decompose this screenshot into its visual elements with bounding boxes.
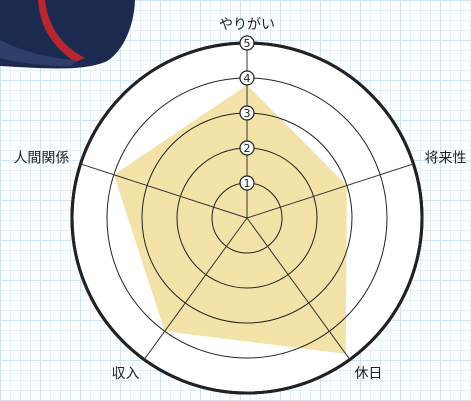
tick-label: 1 [244, 177, 251, 190]
data-area [113, 85, 347, 354]
spoke [246, 217, 351, 360]
axis-label: 人間関係 [13, 150, 69, 166]
tick-badge [239, 140, 255, 156]
tick-badge [239, 175, 255, 191]
spoke [80, 163, 248, 219]
axis-label: 収入 [112, 366, 140, 382]
axis-label: やりがい [219, 17, 275, 33]
tick-label: 2 [244, 142, 251, 155]
tick-badge [239, 70, 255, 86]
tick-label: 3 [244, 107, 251, 120]
spoke [246, 163, 414, 219]
spoke [143, 217, 248, 360]
tick-badge [239, 105, 255, 121]
photo [0, 0, 135, 69]
tick-label: 4 [244, 72, 251, 85]
tick-badge [239, 35, 255, 51]
axis-label: 将来性 [425, 150, 467, 166]
tick-label: 5 [244, 37, 251, 50]
axis-label: 休日 [354, 366, 382, 382]
